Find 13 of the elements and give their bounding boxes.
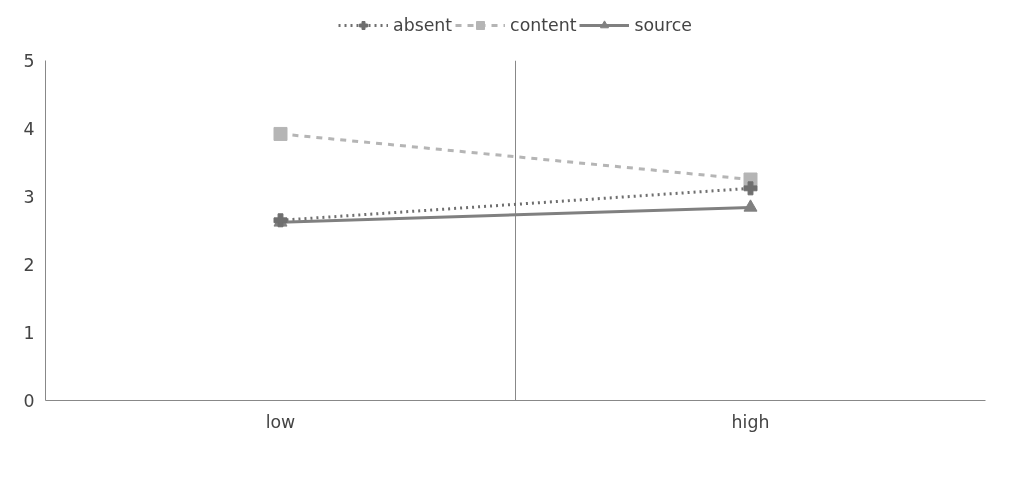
y-tick-label: 3 <box>23 187 35 207</box>
y-tick-label: 2 <box>23 255 35 275</box>
point <box>743 181 758 196</box>
x-tick-label: high <box>731 411 770 432</box>
y-tick-label: 5 <box>23 51 35 71</box>
legend-label: absent <box>393 15 453 35</box>
y-tick-label: 4 <box>23 119 35 139</box>
y-tick-label: 0 <box>23 391 35 411</box>
legend-label: content <box>510 15 577 35</box>
legend-label: source <box>634 15 692 35</box>
x-tick-label: low <box>265 411 296 432</box>
point <box>273 126 288 141</box>
y-tick-label: 1 <box>23 323 35 343</box>
